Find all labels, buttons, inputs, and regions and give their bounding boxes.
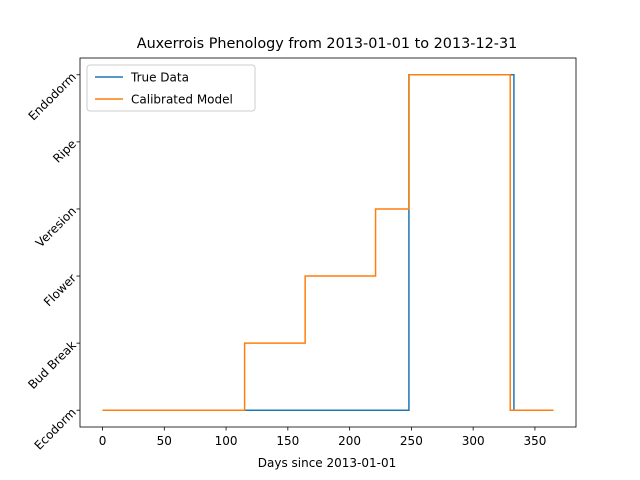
x-tick-label: 200 <box>338 434 361 448</box>
x-tick-label: 100 <box>215 434 238 448</box>
y-tick-label: Endodorm <box>26 70 79 123</box>
y-tick-label: Flower <box>41 271 79 309</box>
x-tick-label: 0 <box>99 434 107 448</box>
x-axis-label: Days since 2013-01-01 <box>258 456 397 470</box>
y-tick-label: Ripe <box>50 137 79 166</box>
legend-label: True Data <box>130 71 189 85</box>
x-tick-label: 350 <box>523 434 546 448</box>
plot-frame <box>79 57 577 428</box>
legend-label: Calibrated Model <box>131 93 233 107</box>
x-tick-label: 50 <box>157 434 172 448</box>
y-tick-label: Veresion <box>33 204 79 250</box>
data-line <box>102 74 554 411</box>
x-tick-label: 150 <box>276 434 299 448</box>
legend-box <box>86 64 256 112</box>
x-tick-label: 250 <box>400 434 423 448</box>
legend: True Data Calibrated Model <box>86 64 256 112</box>
data-line <box>102 74 554 411</box>
chart-title: Auxerrois Phenology from 2013-01-01 to 2… <box>137 36 518 52</box>
y-tick-label: Bud Break <box>25 338 79 392</box>
y-tick-label: Ecodorm <box>32 405 79 452</box>
x-tick-label: 300 <box>462 434 485 448</box>
